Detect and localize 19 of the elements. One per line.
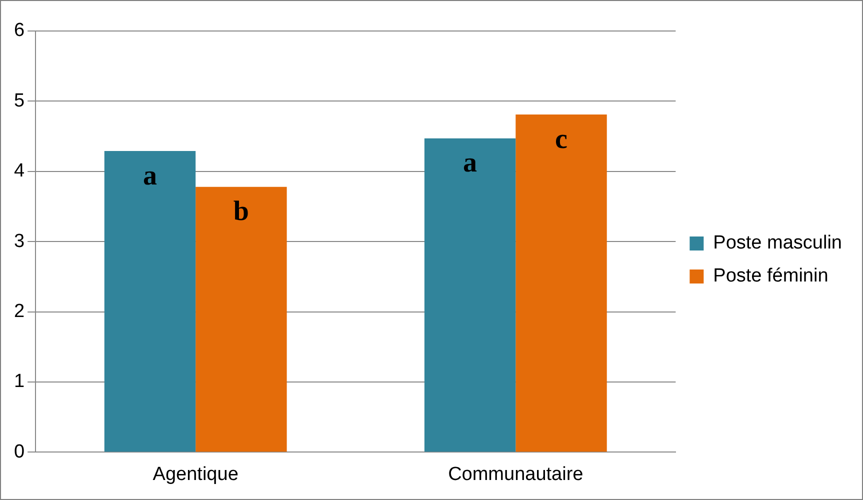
- data-label: b: [233, 196, 249, 228]
- data-label: a: [142, 160, 157, 192]
- y-tick-label: 5: [14, 90, 25, 112]
- y-tick-label: 1: [14, 371, 25, 392]
- bar: [516, 114, 607, 452]
- bar: [104, 151, 196, 452]
- y-tick-label: 0: [14, 441, 25, 462]
- x-tick-label: Agentique: [152, 464, 238, 485]
- y-tick-label: 2: [14, 301, 25, 322]
- data-label: c: [555, 124, 568, 155]
- bar: [196, 186, 287, 452]
- y-tick-label: 6: [14, 20, 25, 42]
- bar: [424, 138, 516, 452]
- data-label: a: [463, 148, 478, 179]
- legend-label: Poste masculin: [713, 232, 842, 254]
- y-tick-label: 3: [14, 230, 25, 252]
- y-tick-label: 4: [14, 160, 25, 182]
- x-tick-label: Communautaire: [448, 464, 584, 485]
- legend-label: Poste féminin: [713, 266, 828, 287]
